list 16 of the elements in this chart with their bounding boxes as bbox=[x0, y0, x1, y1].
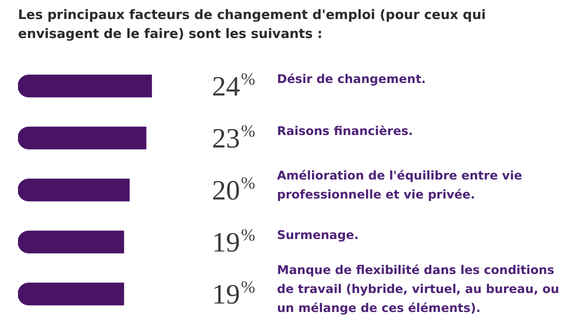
bar bbox=[18, 126, 146, 150]
bar bbox=[18, 74, 152, 98]
y-tick-label: Manque de flexibilité dans les conditions de travail (hybride, virtuel, au bureau, ou un mélange de ces éléments). bbox=[277, 263, 560, 316]
data-label: 23% bbox=[212, 121, 256, 154]
data-label: 19% bbox=[212, 225, 256, 258]
bar bbox=[18, 230, 124, 254]
data-label: 24% bbox=[212, 69, 256, 102]
bar bbox=[18, 282, 124, 306]
data-label: 19% bbox=[212, 277, 256, 310]
y-tick-label: Surmenage. bbox=[277, 228, 359, 242]
y-tick-label: Raisons financières. bbox=[277, 124, 413, 138]
data-label: 20% bbox=[212, 173, 256, 206]
bar bbox=[18, 178, 130, 202]
text: Les principaux facteurs de changement d'emploi (pour ceux qui envisagent de le faire) sont les suivants : bbox=[18, 7, 487, 44]
y-tick-label: Désir de changement. bbox=[277, 72, 426, 86]
y-tick-label: Amélioration de l'équilibre entre vie professionnelle et vie privée. bbox=[277, 168, 522, 202]
